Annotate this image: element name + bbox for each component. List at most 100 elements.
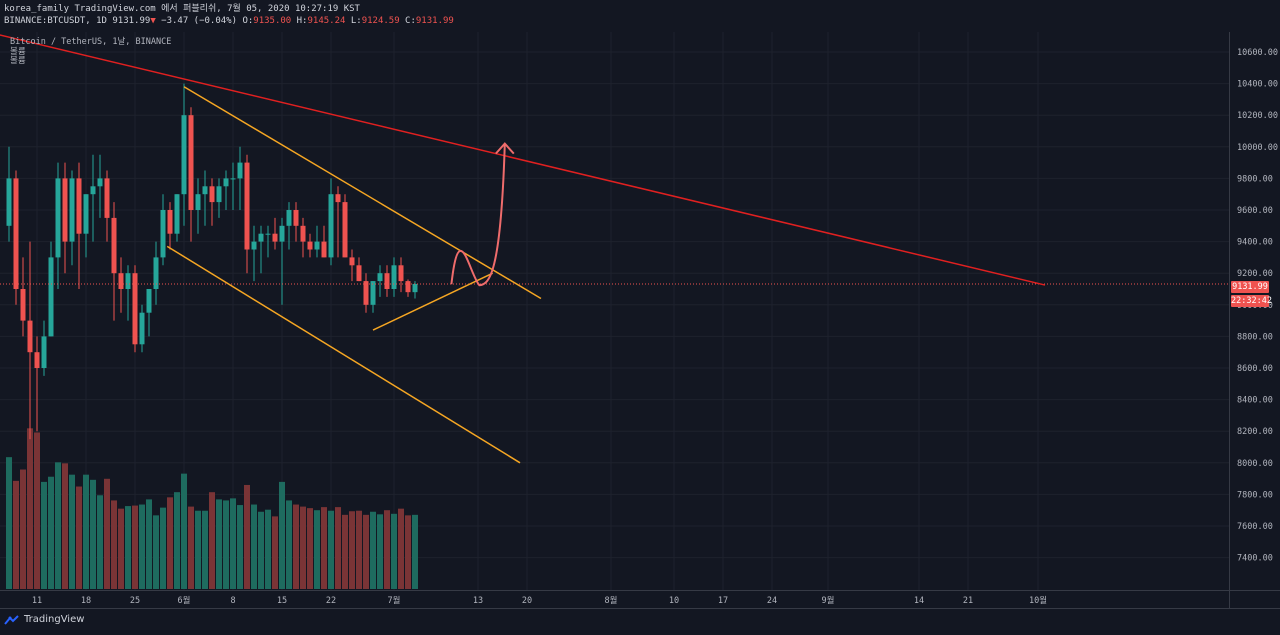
- candle-body: [398, 265, 404, 282]
- volume-bar: [216, 499, 222, 589]
- candle-body: [272, 233, 278, 242]
- candle-body: [265, 233, 271, 235]
- trend-drawings: [0, 34, 1046, 464]
- candle-body: [188, 115, 194, 210]
- y-tick-label: 9400.00: [1237, 238, 1273, 248]
- volume-bar: [195, 510, 201, 589]
- volume-bar: [384, 510, 390, 589]
- y-tick-label: 10400.00: [1237, 80, 1278, 90]
- volume-bar: [6, 457, 12, 589]
- candle-body: [41, 336, 47, 368]
- candle-body: [160, 210, 166, 258]
- candle-body: [153, 257, 159, 289]
- candle-body: [139, 312, 145, 345]
- chart-legend[interactable]: Bitcoin / TetherUS, 1날, BINANCE 볼륨 볼륨: [10, 37, 171, 67]
- x-tick-label: 22: [326, 596, 336, 606]
- symbol-label[interactable]: BINANCE:BTCUSDT, 1D: [4, 16, 107, 26]
- volume-bar: [132, 505, 138, 589]
- chart-grid: [0, 32, 1229, 590]
- volume-bar: [41, 481, 47, 589]
- volume-bar: [405, 515, 411, 589]
- candle-body: [279, 225, 285, 242]
- footer-brand[interactable]: TradingView: [4, 614, 84, 625]
- volume-bar: [202, 510, 208, 589]
- countdown-tag: 22:32:42: [1231, 295, 1272, 307]
- x-tick-label: 10월: [1029, 595, 1047, 606]
- legend-volume-1: 볼륨: [10, 46, 26, 57]
- candle-body: [251, 241, 257, 250]
- candle-body: [377, 273, 383, 282]
- open-label: O:: [242, 16, 254, 26]
- down-arrow-icon: ▼: [150, 16, 156, 26]
- volume-bar: [237, 505, 243, 589]
- x-tick-label: 14: [914, 596, 924, 606]
- candle-body: [370, 281, 376, 305]
- last-price-tag: 9131.99: [1231, 281, 1269, 293]
- volume-bar: [349, 511, 355, 589]
- volume-bar: [62, 463, 68, 589]
- candle-body: [6, 178, 12, 226]
- volume-bar: [97, 495, 103, 589]
- candle-body: [321, 241, 327, 258]
- candle-body: [132, 273, 138, 345]
- candle-body: [13, 178, 19, 289]
- x-tick-label: 10: [669, 596, 679, 606]
- volume-bar: [272, 516, 278, 589]
- candle-body: [55, 178, 61, 258]
- volume-bar: [370, 511, 376, 589]
- candle-body: [391, 265, 397, 289]
- volume-bar: [391, 513, 397, 589]
- candle-body: [209, 186, 215, 203]
- y-tick-label: 8800.00: [1237, 332, 1273, 342]
- close-value: 9131.99: [112, 16, 151, 26]
- volume-bar: [174, 492, 180, 589]
- low-label: L:: [350, 16, 362, 26]
- channel-lower-line: [166, 245, 521, 464]
- y-tick-label: 7400.00: [1237, 554, 1273, 564]
- y-tick-label: 8200.00: [1237, 427, 1273, 437]
- x-tick-label: 9월: [822, 595, 835, 606]
- candle-body: [356, 265, 362, 282]
- y-tick-label: 8000.00: [1237, 459, 1273, 469]
- volume-bar: [118, 508, 124, 589]
- candle-body: [174, 194, 180, 234]
- high-label: H:: [296, 16, 308, 26]
- candle-body: [300, 225, 306, 242]
- y-tick-label: 8600.00: [1237, 364, 1273, 374]
- volume-bar: [55, 462, 61, 589]
- volume-bar: [363, 514, 369, 589]
- volume-bar: [314, 510, 320, 589]
- candle-body: [335, 194, 341, 203]
- candlesticks: [0, 83, 1229, 440]
- volume-bar: [76, 486, 82, 589]
- candle-body: [342, 202, 348, 258]
- volume-bar: [83, 474, 89, 589]
- triangle-lower-line: [372, 272, 494, 331]
- x-tick-label: 20: [522, 596, 532, 606]
- candle-body: [384, 273, 390, 289]
- footer-brand-label: TradingView: [24, 614, 85, 625]
- candle-body: [237, 162, 243, 179]
- y-tick-label: 10600.00: [1237, 48, 1278, 58]
- candle-body: [167, 210, 173, 234]
- volume-bar: [153, 515, 159, 589]
- candle-body: [286, 210, 292, 226]
- candle-body: [307, 241, 313, 250]
- x-tick-label: 24: [767, 596, 777, 606]
- candle-body: [363, 281, 369, 305]
- candle-body: [412, 283, 418, 293]
- low-value: 9124.59: [361, 16, 400, 26]
- x-tick-label: 8월: [605, 595, 618, 606]
- candle-body: [314, 241, 320, 250]
- chart-header-ohlc: BINANCE:BTCUSDT, 1D 9131.99▼ −3.47 (−0.0…: [4, 16, 454, 27]
- x-tick-label: 18: [81, 596, 91, 606]
- y-tick-label: 8400.00: [1237, 396, 1273, 406]
- candle-body: [195, 194, 201, 210]
- volume-bar: [342, 514, 348, 589]
- candle-body: [20, 289, 26, 321]
- volume-bar: [328, 510, 334, 589]
- y-tick-label: 9800.00: [1237, 174, 1273, 184]
- candle-body: [118, 273, 124, 289]
- volume-bar: [230, 498, 236, 589]
